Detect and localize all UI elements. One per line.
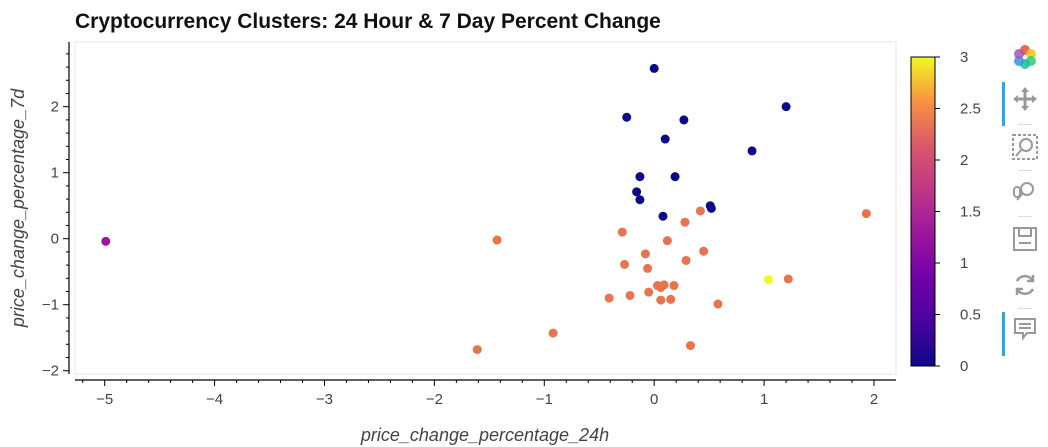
data-point [660, 134, 670, 144]
data-point [656, 295, 666, 305]
data-point [632, 187, 642, 197]
y-axis: −2 −1 0 1 2 [42, 42, 70, 380]
data-point [713, 299, 723, 309]
data-point [635, 195, 645, 205]
data-point [620, 259, 630, 269]
data-point [679, 115, 689, 125]
colorbar-tick-label: 0 [960, 358, 968, 375]
cluster-scatter-chart: Cryptocurrency Clusters: 24 Hour & 7 Day… [8, 10, 981, 445]
colorbar-tick-label: 3 [960, 49, 968, 66]
data-point [764, 275, 774, 285]
colorbar-tick-label: 0.5 [960, 307, 981, 324]
data-point [681, 255, 691, 265]
data-point [666, 294, 676, 304]
data-point [649, 63, 659, 73]
colorbar-tick-label: 1 [960, 255, 968, 272]
x-tick-label: −5 [96, 391, 113, 408]
y-tick-label: −2 [42, 363, 59, 380]
wheel-zoom-tool-icon[interactable] [1008, 176, 1042, 210]
data-point [635, 172, 645, 182]
x-tick-label: 0 [650, 391, 658, 408]
x-axis: −5 −4 −3 −2 −1 0 1 2 [75, 379, 896, 408]
data-point [781, 102, 791, 112]
x-tick-label: 1 [760, 391, 768, 408]
colorbar-tick-label: 1.5 [960, 204, 981, 221]
x-tick-label: −2 [426, 391, 443, 408]
data-point [472, 345, 482, 355]
data-point [622, 112, 632, 122]
data-point [656, 283, 666, 293]
plot-frame [74, 41, 897, 375]
data-point [662, 236, 672, 246]
chart-title: Cryptocurrency Clusters: 24 Hour & 7 Day… [75, 10, 661, 33]
data-point [861, 209, 871, 219]
chart-toolbar [1000, 36, 1048, 366]
data-point [625, 290, 635, 300]
data-point [658, 211, 668, 221]
hover-tool-icon[interactable] [1002, 312, 1042, 356]
data-point [669, 281, 679, 291]
data-point [699, 246, 709, 256]
x-axis-label: price_change_percentage_24h [360, 425, 609, 445]
data-point [492, 235, 502, 245]
data-point [604, 293, 614, 303]
box-zoom-tool-icon[interactable] [1008, 130, 1042, 164]
data-point [783, 274, 793, 284]
y-tick-label: 0 [51, 231, 59, 248]
data-point [643, 263, 653, 273]
colorbar-tick-label: 2 [960, 152, 968, 169]
x-tick-label: −3 [316, 391, 333, 408]
y-tick-label: 2 [51, 99, 59, 116]
reset-tool-icon[interactable] [1008, 268, 1042, 302]
data-point [680, 217, 690, 227]
data-point [101, 236, 111, 246]
save-tool-icon[interactable] [1008, 222, 1042, 256]
data-point [644, 287, 654, 297]
colorbar-tick-label: 2.5 [960, 101, 981, 118]
colorbar-ticks: 0 0.5 1 1.5 2 2.5 3 [935, 49, 981, 375]
y-tick-label: −1 [42, 297, 59, 314]
data-point [640, 249, 650, 259]
data-point [695, 206, 705, 216]
pan-tool-icon[interactable] [1002, 82, 1042, 126]
x-tick-label: −1 [536, 391, 553, 408]
data-point [670, 172, 680, 182]
x-tick-label: −4 [206, 391, 223, 408]
data-point [685, 341, 695, 351]
data-point [617, 227, 627, 237]
x-tick-label: 2 [870, 391, 878, 408]
y-axis-label: price_change_percentage_7d [8, 88, 28, 328]
data-point [747, 146, 757, 156]
bokeh-logo-icon[interactable] [1008, 40, 1042, 74]
colorbar [910, 56, 936, 367]
data-point [706, 203, 716, 213]
y-tick-label: 1 [51, 165, 59, 182]
data-point [548, 328, 558, 338]
scatter-points [101, 63, 871, 355]
